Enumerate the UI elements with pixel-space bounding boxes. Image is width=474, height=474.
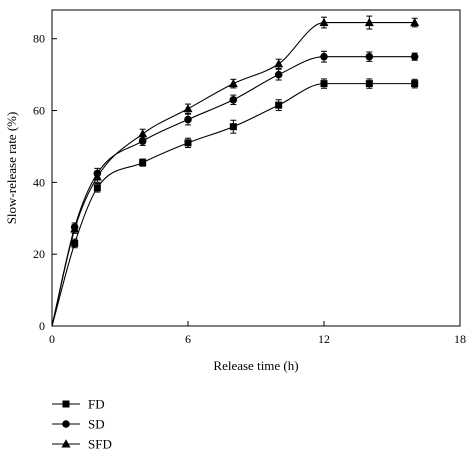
data-point bbox=[183, 103, 193, 113]
data-point bbox=[184, 115, 192, 124]
data-point bbox=[184, 139, 192, 147]
series-sd bbox=[51, 50, 419, 327]
y-tick-label: 60 bbox=[33, 104, 45, 118]
legend-label: SD bbox=[88, 417, 105, 432]
legend-marker bbox=[62, 400, 70, 408]
series-line bbox=[51, 22, 415, 327]
data-point bbox=[93, 184, 101, 192]
data-point bbox=[229, 95, 238, 104]
data-point bbox=[139, 159, 147, 167]
data-point bbox=[365, 80, 373, 88]
series-layer bbox=[51, 15, 420, 327]
x-axis-title: Release time (h) bbox=[213, 358, 298, 373]
data-point bbox=[275, 101, 283, 109]
y-tick-label: 0 bbox=[39, 319, 45, 333]
data-point bbox=[410, 52, 419, 61]
y-axis-ticks: 0 20 40 60 80 bbox=[33, 32, 57, 333]
legend: FD SD SFD bbox=[52, 397, 112, 452]
data-point bbox=[410, 17, 420, 27]
data-point bbox=[228, 78, 238, 88]
data-point bbox=[138, 137, 147, 145]
data-point bbox=[138, 129, 148, 138]
data-point bbox=[229, 123, 237, 131]
legend-marker bbox=[61, 439, 71, 448]
x-tick-label: 18 bbox=[454, 332, 466, 346]
y-tick-label: 80 bbox=[33, 32, 45, 46]
data-point bbox=[365, 52, 374, 61]
data-point bbox=[274, 70, 283, 79]
series-line bbox=[51, 56, 415, 327]
series-fd bbox=[51, 78, 419, 327]
x-axis-ticks: 0 6 12 18 bbox=[49, 321, 466, 346]
y-tick-label: 20 bbox=[33, 247, 45, 261]
data-point bbox=[319, 17, 329, 27]
legend-item-sfd: SFD bbox=[52, 437, 112, 452]
data-point bbox=[320, 52, 328, 61]
x-tick-label: 0 bbox=[49, 332, 55, 346]
x-tick-label: 12 bbox=[318, 332, 330, 346]
y-tick-label: 40 bbox=[33, 175, 45, 189]
data-point bbox=[411, 80, 419, 88]
x-tick-label: 6 bbox=[185, 332, 191, 346]
series-line bbox=[51, 83, 415, 327]
legend-label: FD bbox=[88, 397, 105, 412]
data-point bbox=[70, 224, 80, 233]
data-point bbox=[92, 172, 102, 181]
series-sfd bbox=[51, 15, 420, 327]
data-point bbox=[71, 239, 79, 247]
legend-item-fd: FD bbox=[52, 397, 105, 412]
legend-item-sd: SD bbox=[52, 417, 105, 432]
data-point bbox=[320, 80, 328, 88]
plot-frame bbox=[51, 9, 461, 327]
legend-label: SFD bbox=[88, 437, 112, 452]
y-axis-title: Slow-release rate (%) bbox=[4, 112, 19, 225]
data-point bbox=[274, 59, 284, 68]
legend-marker bbox=[62, 420, 70, 428]
data-point bbox=[364, 17, 374, 27]
